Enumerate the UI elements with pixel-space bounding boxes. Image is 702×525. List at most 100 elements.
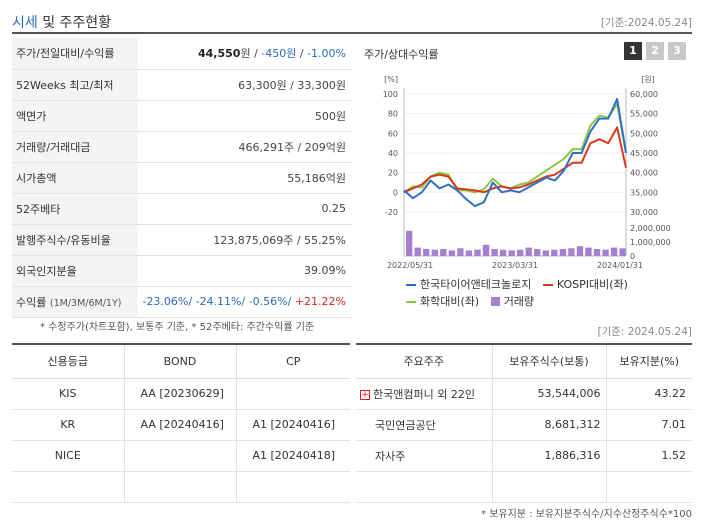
volume-bar — [585, 247, 592, 256]
section-header: 시세 및 주주현황 [기준:2024.05.24] — [12, 10, 692, 34]
volume-bar — [457, 248, 464, 256]
shares-held: 1,886,316 — [491, 440, 606, 472]
legend-line-icon — [406, 284, 416, 286]
left-unit-label: [%] — [384, 75, 398, 84]
bond-rating: AA [20240416] — [123, 409, 236, 441]
volume-bar — [602, 249, 609, 256]
chart-tab-2[interactable]: 2 — [646, 42, 664, 60]
credit-rating-table: 신용등급 BOND CP KIS AA [20230629] KR AA [2024… — [12, 343, 350, 503]
volume-bar — [610, 247, 618, 256]
col-header: CP — [235, 344, 350, 379]
holder-name: 자사주 — [356, 440, 492, 472]
col-header: 보유지분(%) — [605, 344, 692, 379]
summary-value: 39.09% — [138, 255, 352, 287]
footnote: * 보유지분 : 보유지분주식수/지수산정주식수*100 — [481, 509, 692, 520]
volume-bar — [414, 247, 421, 256]
agency: KIS — [12, 378, 124, 410]
expand-plus-icon[interactable]: + — [360, 389, 370, 400]
volume-bar — [465, 250, 473, 256]
return-3m: -24.11%/ — [192, 295, 246, 308]
major-shareholders-table: 주요주주 보유주식수(보통) 보유지분(%) + 한국앤컴퍼니 외 22인 53,… — [356, 343, 692, 503]
summary-value: 466,291주 / 209억원 — [138, 131, 352, 163]
summary-row: 발행주식수/유동비율 123,875,069주 / 55.25% — [12, 224, 352, 256]
table-header-row: 주요주주 보유주식수(보통) 보유지분(%) — [356, 344, 692, 379]
summary-label: 발행주식수/유동비율 — [12, 224, 138, 256]
summary-value: 0.25 — [138, 193, 352, 225]
holder-name — [356, 471, 492, 503]
summary-value: 500원 — [138, 100, 352, 132]
table-row: 자사주 1,886,316 1.52 — [356, 440, 692, 472]
legend-label: 거래량 — [503, 295, 535, 308]
holder-name-cell: + 한국앤컴퍼니 외 22인 — [356, 378, 492, 410]
table-header-row: 신용등급 BOND CP — [12, 344, 350, 379]
volume-bar — [568, 248, 575, 256]
holder-name: 한국앤컴퍼니 외 22인 — [373, 387, 475, 401]
summary-row: 외국인지분율 39.09% — [12, 255, 352, 287]
returns-label: 수익률 — [16, 295, 47, 309]
agency: KR — [12, 409, 124, 441]
left-tick-label: 0 — [393, 188, 398, 197]
legend-kospi: KOSPI대비(좌) — [542, 278, 628, 291]
legend-stock: 한국타이어앤테크놀로지 — [406, 278, 531, 291]
right-tick-label: 60,000 — [630, 90, 658, 99]
chart-tab-3[interactable]: 3 — [668, 42, 686, 60]
title-rest: 및 주주현황 — [42, 15, 112, 31]
right-unit-label: [원] — [641, 75, 655, 84]
price-unit: 원 — [240, 47, 251, 61]
chart-tab-1[interactable]: 1 — [624, 42, 642, 60]
summary-row: 시가총액 55,186억원 — [12, 162, 352, 194]
cp-rating — [235, 471, 350, 503]
volume-bar — [440, 249, 447, 256]
stock-return-line — [403, 97, 627, 208]
holder-name: 국민연금공단 — [356, 409, 492, 441]
cp-rating: A1 [20240416] — [235, 409, 350, 441]
cp-rating — [235, 378, 350, 410]
left-tick-label: -20 — [385, 208, 398, 217]
chem-relative-line — [403, 102, 627, 194]
table-row: 국민연금공단 8,681,312 7.01 — [356, 409, 692, 441]
summary-value: -23.06%/ -24.11%/ -0.56%/ +21.22% — [138, 286, 352, 318]
legend-line-icon — [406, 301, 416, 303]
summary-value: 44,550원 / -450원 / -1.00% — [138, 38, 352, 70]
legend-label: 화학대비(좌) — [420, 295, 480, 308]
summary-label: 시가총액 — [12, 162, 138, 194]
table-row: KR AA [20240416] A1 [20240416] — [12, 409, 350, 441]
summary-label: 52Weeks 최고/최저 — [12, 69, 138, 101]
col-header: 보유주식수(보통) — [491, 344, 606, 379]
summary-row: 52Weeks 최고/최저 63,300원 / 33,300원 — [12, 69, 352, 101]
chart-legend: 한국타이어앤테크놀로지 KOSPI대비(좌) 화학대비(좌) 거래량 — [406, 276, 686, 310]
section-title: 시세 및 주주현황 — [12, 12, 111, 32]
right-tick-label: 45,000 — [630, 149, 658, 158]
left-tick-label: 80 — [388, 110, 398, 119]
col-header: BOND — [123, 344, 236, 379]
volume-bar — [406, 230, 413, 256]
summary-value: 63,300원 / 33,300원 — [138, 69, 352, 101]
summary-row: 액면가 500원 — [12, 100, 352, 132]
volume-tick-label: 0 — [630, 252, 635, 261]
volume-tick-label: 1,000,000 — [630, 238, 671, 247]
x-tick-label: 2024/01/31 — [597, 261, 643, 270]
volume-bar — [542, 250, 549, 256]
base-date-2: [기준: 2024.05.24] — [597, 326, 692, 338]
agency: NICE — [12, 440, 124, 472]
stake-percent — [605, 471, 692, 503]
table-row: + 한국앤컴퍼니 외 22인 53,544,006 43.22 — [356, 378, 692, 410]
stake-percent: 1.52 — [605, 440, 692, 472]
summary-value: 55,186억원 — [138, 162, 352, 194]
volume-bar — [525, 247, 532, 256]
legend-line-icon — [542, 284, 553, 286]
price-summary-table: 주가/전일대비/수익률 44,550원 / -450원 / -1.00% 52W… — [12, 38, 352, 318]
bond-rating — [123, 471, 236, 503]
summary-value: 123,875,069주 / 55.25% — [138, 224, 352, 256]
legend-chem: 화학대비(좌) — [406, 295, 479, 308]
table-row: KIS AA [20230629] — [12, 378, 350, 410]
shares-held: 8,681,312 — [491, 409, 606, 441]
cp-rating: A1 [20240418] — [235, 440, 350, 472]
returns-periods: (1M/3M/6M/1Y) — [49, 297, 122, 309]
summary-row: 거래량/거래대금 466,291주 / 209억원 — [12, 131, 352, 163]
volume-bar — [517, 249, 524, 256]
table-row — [12, 471, 350, 503]
volume-bar — [508, 250, 515, 256]
summary-row: 52주베타 0.25 — [12, 193, 352, 225]
right-tick-label: 55,000 — [630, 110, 658, 119]
